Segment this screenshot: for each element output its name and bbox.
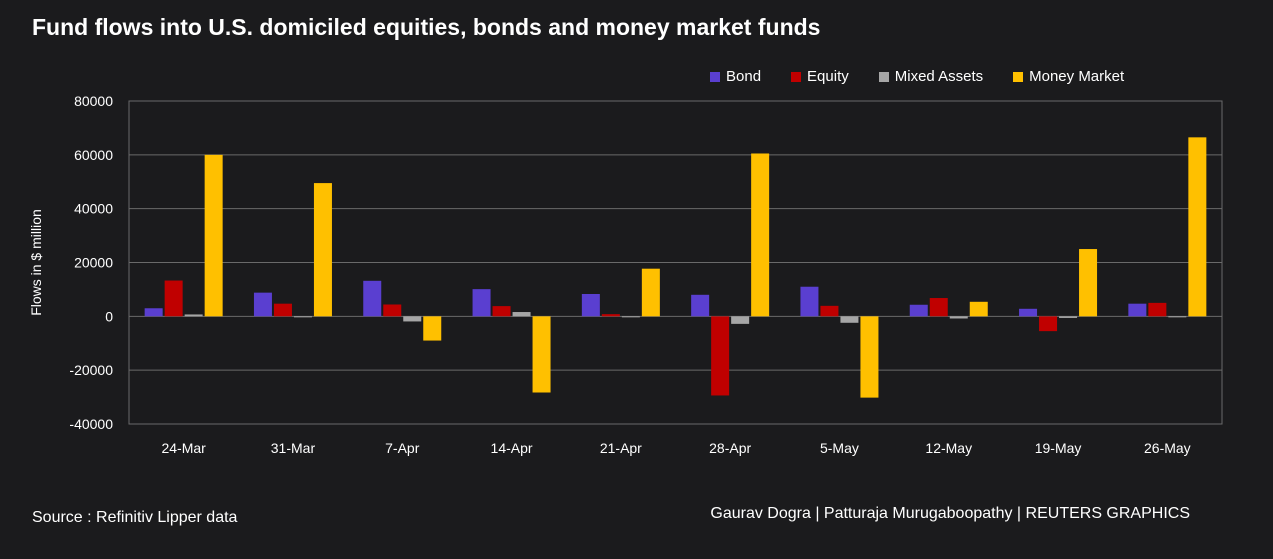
bar-equity-21-apr <box>601 314 620 317</box>
bar-bond-28-apr <box>691 294 710 317</box>
bar-money-market-7-apr <box>423 316 442 341</box>
chart-legend: Bond Equity Mixed Assets Money Market <box>710 68 1154 85</box>
bar-money-market-19-may <box>1079 249 1098 317</box>
bar-money-market-12-may <box>969 301 988 317</box>
bar-bond-24-mar <box>144 308 163 317</box>
bar-mixed-assets-21-apr <box>621 316 640 318</box>
plot-frame <box>128 100 1223 425</box>
bar-equity-26-may <box>1148 302 1167 317</box>
legend-item-mixed-assets: Mixed Assets <box>878 68 984 85</box>
bar-mixed-assets-19-may <box>1059 316 1078 318</box>
bar-equity-24-mar <box>164 280 183 317</box>
credit-line: Gaurav Dogra | Patturaja Murugaboopathy … <box>710 505 1190 522</box>
bar-mixed-assets-5-may <box>840 316 859 323</box>
bar-bond-21-apr <box>581 293 600 317</box>
y-tick-label: 20000 <box>74 255 113 271</box>
y-tick-label: 80000 <box>74 93 113 109</box>
bar-mixed-assets-24-mar <box>184 314 203 317</box>
bar-bond-5-may <box>800 286 819 317</box>
x-tick-label: 26-May <box>1144 440 1191 456</box>
y-axis-title: Flows in $ million <box>28 209 44 316</box>
y-tick-label: -20000 <box>69 362 113 378</box>
y-tick-label: -40000 <box>69 416 113 432</box>
legend-item-money-market: Money Market <box>1013 68 1124 85</box>
bar-mixed-assets-7-apr <box>403 316 422 322</box>
bar-mixed-assets-28-apr <box>731 316 750 324</box>
bar-money-market-28-apr <box>751 153 770 317</box>
legend-item-equity: Equity <box>791 68 849 85</box>
bar-equity-5-may <box>820 305 839 317</box>
bar-mixed-assets-14-apr <box>512 312 531 317</box>
bar-equity-7-apr <box>383 304 402 317</box>
x-tick-label: 24-Mar <box>161 440 206 456</box>
x-tick-label: 31-Mar <box>271 440 316 456</box>
legend-item-bond: Bond <box>710 68 761 85</box>
bar-equity-31-mar <box>273 303 292 317</box>
chart-title: Fund flows into U.S. domiciled equities,… <box>32 14 821 40</box>
legend-swatch <box>791 71 802 82</box>
legend-swatch <box>710 71 720 82</box>
y-tick-label: 60000 <box>74 147 113 163</box>
bar-bond-14-apr <box>472 289 491 317</box>
x-tick-label: 21-Apr <box>600 440 642 456</box>
bar-money-market-31-mar <box>313 183 332 317</box>
bar-mixed-assets-26-may <box>1168 316 1187 318</box>
bar-bond-19-may <box>1019 308 1038 317</box>
source-note: Source : Refinitiv Lipper data <box>32 509 238 526</box>
y-tick-label: 0 <box>105 308 113 324</box>
bar-bond-12-may <box>909 304 928 317</box>
x-tick-label: 5-May <box>820 440 859 456</box>
bar-mixed-assets-12-may <box>949 316 968 319</box>
x-tick-label: 12-May <box>925 440 972 456</box>
bar-bond-7-apr <box>363 280 382 317</box>
x-tick-label: 28-Apr <box>709 440 751 456</box>
bar-bond-26-may <box>1128 303 1147 317</box>
bar-money-market-24-mar <box>204 154 223 317</box>
bar-money-market-5-may <box>860 316 879 398</box>
bar-equity-14-apr <box>492 306 511 317</box>
legend-label: Mixed Assets <box>894 68 984 85</box>
bar-equity-12-may <box>929 298 948 317</box>
x-tick-label: 7-Apr <box>385 440 420 456</box>
bar-equity-19-may <box>1039 316 1058 332</box>
legend-swatch <box>1013 71 1024 82</box>
x-tick-label: 14-Apr <box>491 440 533 456</box>
legend-swatch <box>878 71 889 82</box>
y-tick-label: 40000 <box>74 201 113 217</box>
legend-label: Equity <box>807 68 849 85</box>
bar-money-market-21-apr <box>641 268 660 317</box>
bar-mixed-assets-31-mar <box>293 316 312 318</box>
legend-label: Bond <box>726 68 762 85</box>
bar-equity-28-apr <box>711 316 730 396</box>
legend-label: Money Market <box>1029 68 1125 85</box>
x-tick-label: 19-May <box>1035 440 1082 456</box>
bar-money-market-26-may <box>1188 137 1207 317</box>
bar-bond-31-mar <box>253 292 272 317</box>
bar-money-market-14-apr <box>532 316 551 393</box>
